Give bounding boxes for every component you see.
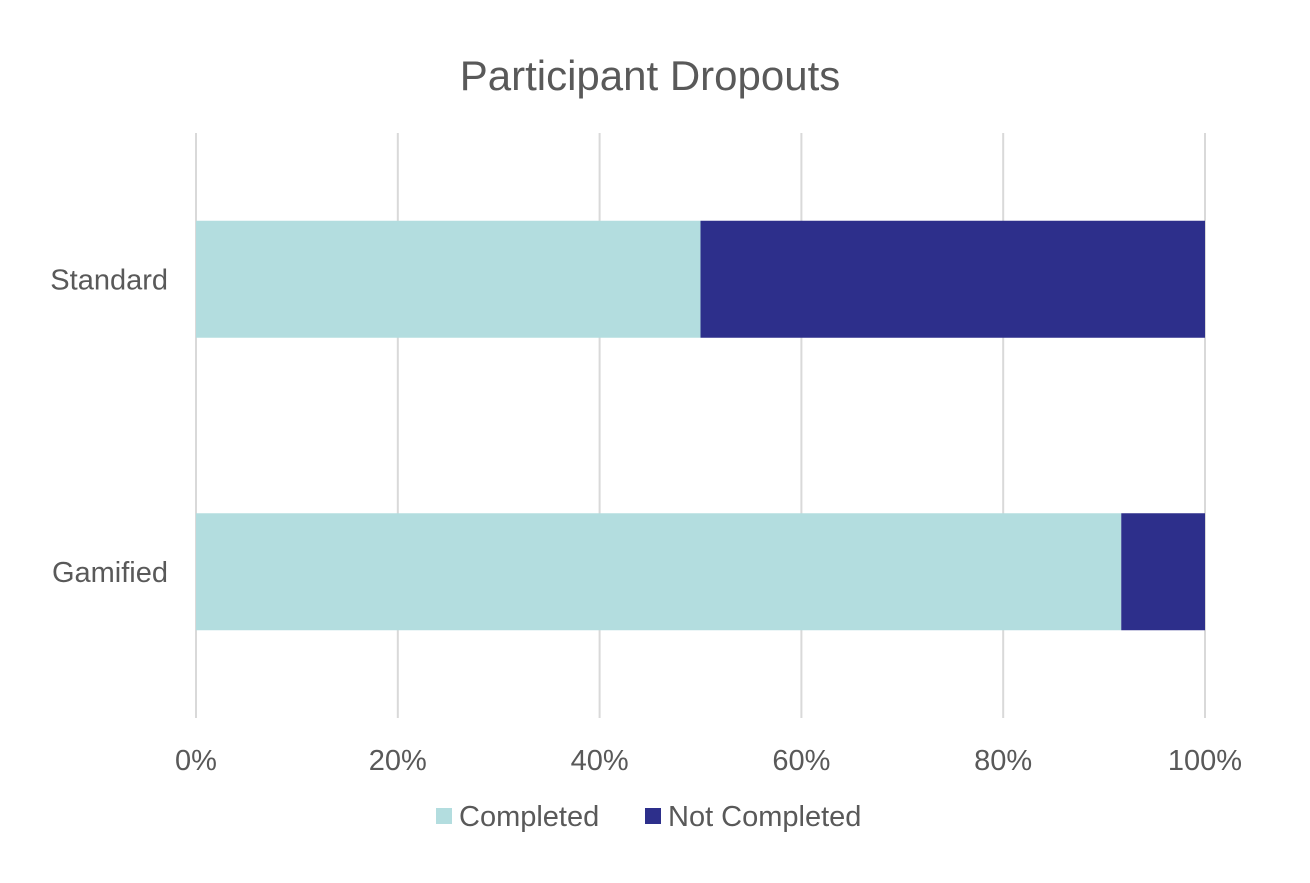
chart-title: Participant Dropouts <box>460 52 841 99</box>
x-tick-label: 60% <box>772 745 830 777</box>
category-label: Standard <box>50 264 168 296</box>
x-tick-label: 20% <box>369 745 427 777</box>
bar-standard-completed <box>196 220 701 338</box>
bar-standard-not-completed <box>700 220 1205 338</box>
category-label: Gamified <box>52 557 168 589</box>
bar-gamified-not-completed <box>1121 513 1205 631</box>
legend-label-not-completed: Not Completed <box>668 801 861 833</box>
legend-label-completed: Completed <box>459 801 599 833</box>
x-tick-label: 40% <box>571 745 629 777</box>
legend-swatch-not-completed <box>645 808 661 824</box>
x-tick-label: 100% <box>1168 745 1242 777</box>
category-labels: Standard Gamified <box>50 264 168 589</box>
x-tick-labels: 0% 20% 40% 60% 80% 100% <box>175 745 1242 777</box>
legend: Completed Not Completed <box>436 801 861 833</box>
x-tick-label: 0% <box>175 745 217 777</box>
bar-gamified-completed <box>196 513 1122 631</box>
bars <box>196 220 1205 631</box>
legend-swatch-completed <box>436 808 452 824</box>
x-tick-label: 80% <box>974 745 1032 777</box>
